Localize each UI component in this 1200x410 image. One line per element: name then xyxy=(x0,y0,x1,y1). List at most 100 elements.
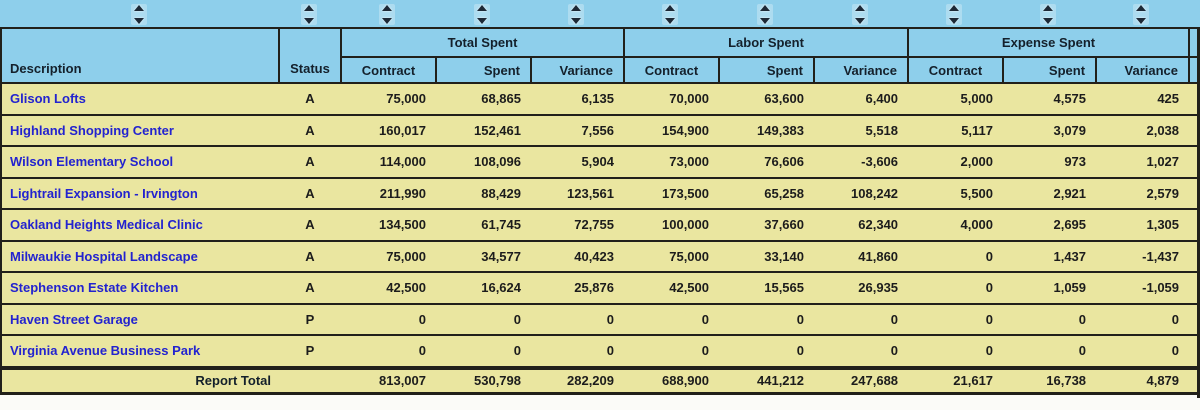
value-cell: 211,990 xyxy=(341,177,436,210)
value-cell: 1,437 xyxy=(1003,240,1097,273)
project-link[interactable]: Haven Street Garage xyxy=(10,311,138,327)
status-cell: A xyxy=(279,177,341,210)
value-cell: 0 xyxy=(908,303,1004,336)
table-row: Lightrail Expansion - Irvington A 211,99… xyxy=(0,177,1200,210)
sort-desc-icon xyxy=(665,18,675,24)
total-value-cell: 247,688 xyxy=(814,365,909,395)
sort-control-status[interactable] xyxy=(301,4,317,25)
value-cell: 5,117 xyxy=(908,114,1004,147)
value-cell: 973 xyxy=(1003,146,1097,179)
value-cell: 34,577 xyxy=(436,240,531,273)
clipped-sub-header xyxy=(1188,56,1200,84)
clipped-body-cell xyxy=(1189,114,1200,147)
value-cell: 0 xyxy=(624,303,719,336)
sort-control-total-spent[interactable] xyxy=(474,4,490,25)
sort-asc-icon xyxy=(855,5,865,11)
value-cell: 1,027 xyxy=(1096,146,1190,179)
value-cell: 75,000 xyxy=(341,83,436,116)
table-row: Milwaukie Hospital Landscape A 75,000 34… xyxy=(0,240,1200,273)
sort-bar xyxy=(0,0,1200,27)
value-cell: 0 xyxy=(341,335,436,369)
value-cell: 42,500 xyxy=(624,272,719,305)
value-cell: 0 xyxy=(908,240,1004,273)
sort-asc-icon xyxy=(1136,5,1146,11)
value-cell: 2,695 xyxy=(1003,209,1097,242)
col-header-status: Status xyxy=(278,27,342,84)
sort-asc-icon xyxy=(760,5,770,11)
clipped-total-cell xyxy=(1189,365,1200,395)
value-cell: 16,624 xyxy=(436,272,531,305)
sort-control-expense-variance[interactable] xyxy=(1133,4,1149,25)
col-header-expense-spent: Spent xyxy=(1002,56,1098,84)
description-cell: Glison Lofts xyxy=(0,83,279,116)
table-row: Virginia Avenue Business Park P 0 0 0 0 … xyxy=(0,335,1200,369)
sort-control-total-contract[interactable] xyxy=(379,4,395,25)
clipped-body-cell xyxy=(1189,303,1200,336)
sort-desc-icon xyxy=(1136,18,1146,24)
value-cell: 0 xyxy=(436,303,531,336)
status-cell: A xyxy=(279,240,341,273)
project-link[interactable]: Highland Shopping Center xyxy=(10,122,174,138)
value-cell: 100,000 xyxy=(624,209,719,242)
col-header-labor-spent: Spent xyxy=(718,56,815,84)
project-link[interactable]: Lightrail Expansion - Irvington xyxy=(10,185,198,201)
status-cell: A xyxy=(279,83,341,116)
project-link[interactable]: Stephenson Estate Kitchen xyxy=(10,280,179,296)
sort-control-expense-contract[interactable] xyxy=(946,4,962,25)
total-value-cell: 4,879 xyxy=(1096,365,1190,395)
description-cell: Oakland Heights Medical Clinic xyxy=(0,209,279,242)
sort-desc-icon xyxy=(855,18,865,24)
status-cell: A xyxy=(279,114,341,147)
project-link[interactable]: Oakland Heights Medical Clinic xyxy=(10,217,203,233)
value-cell: 41,860 xyxy=(814,240,909,273)
report-table: Description Status Total Spent Labor Spe… xyxy=(0,27,1200,395)
value-cell: 26,935 xyxy=(814,272,909,305)
description-cell: Stephenson Estate Kitchen xyxy=(0,272,279,305)
value-cell: 0 xyxy=(1096,335,1190,369)
sort-control-labor-spent[interactable] xyxy=(757,4,773,25)
clipped-body-cell xyxy=(1189,272,1200,305)
value-cell: 5,518 xyxy=(814,114,909,147)
value-cell: 25,876 xyxy=(531,272,624,305)
sort-control-labor-variance[interactable] xyxy=(852,4,868,25)
sort-control-description[interactable] xyxy=(131,4,147,25)
total-value-cell: 21,617 xyxy=(908,365,1004,395)
total-value-cell: 441,212 xyxy=(719,365,814,395)
sort-asc-icon xyxy=(304,5,314,11)
value-cell: 0 xyxy=(908,335,1004,369)
value-cell: 1,305 xyxy=(1096,209,1190,242)
sort-asc-icon xyxy=(477,5,487,11)
value-cell: 61,745 xyxy=(436,209,531,242)
sort-control-total-variance[interactable] xyxy=(568,4,584,25)
value-cell: 68,865 xyxy=(436,83,531,116)
clipped-body-cell xyxy=(1189,83,1200,116)
description-cell: Lightrail Expansion - Irvington xyxy=(0,177,279,210)
value-cell: 40,423 xyxy=(531,240,624,273)
sort-desc-icon xyxy=(477,18,487,24)
total-value-cell: 16,738 xyxy=(1003,365,1097,395)
value-cell: 75,000 xyxy=(624,240,719,273)
total-value-cell: 688,900 xyxy=(624,365,719,395)
clipped-body-cell xyxy=(1189,209,1200,242)
value-cell: 108,242 xyxy=(814,177,909,210)
sort-control-labor-contract[interactable] xyxy=(662,4,678,25)
value-cell: 425 xyxy=(1096,83,1190,116)
total-value-cell: 530,798 xyxy=(436,365,531,395)
status-cell: A xyxy=(279,146,341,179)
value-cell: 7,556 xyxy=(531,114,624,147)
project-link[interactable]: Wilson Elementary School xyxy=(10,154,174,170)
project-link[interactable]: Milwaukie Hospital Landscape xyxy=(10,248,198,264)
sort-control-expense-spent[interactable] xyxy=(1040,4,1056,25)
project-link[interactable]: Virginia Avenue Business Park xyxy=(10,343,201,359)
sort-desc-icon xyxy=(1043,18,1053,24)
status-cell: A xyxy=(279,209,341,242)
report-total-label: Report Total xyxy=(0,365,279,395)
value-cell: 63,600 xyxy=(719,83,814,116)
description-cell: Virginia Avenue Business Park xyxy=(0,335,279,369)
project-link[interactable]: Glison Lofts xyxy=(10,91,86,107)
value-cell: 2,000 xyxy=(908,146,1004,179)
sort-desc-icon xyxy=(571,18,581,24)
value-cell: 75,000 xyxy=(341,240,436,273)
value-cell: 72,755 xyxy=(531,209,624,242)
value-cell: 0 xyxy=(436,335,531,369)
